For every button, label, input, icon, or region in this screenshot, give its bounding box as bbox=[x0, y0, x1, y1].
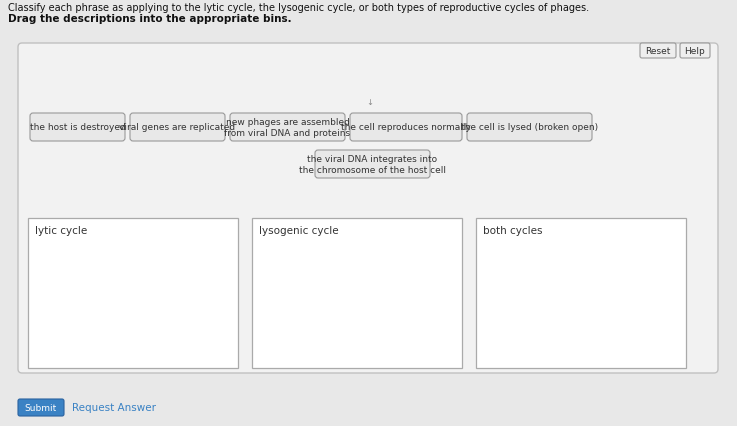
FancyBboxPatch shape bbox=[30, 114, 125, 142]
Text: the cell is lysed (broken open): the cell is lysed (broken open) bbox=[461, 123, 598, 132]
FancyBboxPatch shape bbox=[640, 44, 676, 59]
Bar bbox=[252, 219, 462, 368]
Text: the viral DNA integrates into
the chromosome of the host cell: the viral DNA integrates into the chromo… bbox=[299, 154, 446, 175]
FancyBboxPatch shape bbox=[467, 114, 592, 142]
Text: viral genes are replicated: viral genes are replicated bbox=[119, 123, 236, 132]
Text: Help: Help bbox=[685, 47, 705, 56]
Text: Classify each phrase as applying to the lytic cycle, the lysogenic cycle, or bot: Classify each phrase as applying to the … bbox=[8, 3, 589, 13]
Text: Drag the descriptions into the appropriate bins.: Drag the descriptions into the appropria… bbox=[8, 14, 292, 24]
Text: Submit: Submit bbox=[25, 403, 57, 412]
Text: lysogenic cycle: lysogenic cycle bbox=[259, 225, 338, 236]
FancyBboxPatch shape bbox=[350, 114, 462, 142]
FancyBboxPatch shape bbox=[130, 114, 225, 142]
FancyBboxPatch shape bbox=[680, 44, 710, 59]
Text: the cell reproduces normally: the cell reproduces normally bbox=[341, 123, 471, 132]
Bar bbox=[476, 219, 686, 368]
FancyBboxPatch shape bbox=[18, 399, 64, 416]
FancyBboxPatch shape bbox=[230, 114, 345, 142]
Text: lytic cycle: lytic cycle bbox=[35, 225, 87, 236]
FancyBboxPatch shape bbox=[18, 44, 718, 373]
Text: the host is destroyed: the host is destroyed bbox=[29, 123, 125, 132]
FancyBboxPatch shape bbox=[315, 151, 430, 178]
Bar bbox=[28, 219, 238, 368]
Text: new phages are assembled
from viral DNA and proteins: new phages are assembled from viral DNA … bbox=[225, 118, 351, 138]
Text: both cycles: both cycles bbox=[483, 225, 542, 236]
Text: ↓: ↓ bbox=[366, 98, 374, 107]
Text: Reset: Reset bbox=[646, 47, 671, 56]
Text: Request Answer: Request Answer bbox=[72, 403, 156, 412]
